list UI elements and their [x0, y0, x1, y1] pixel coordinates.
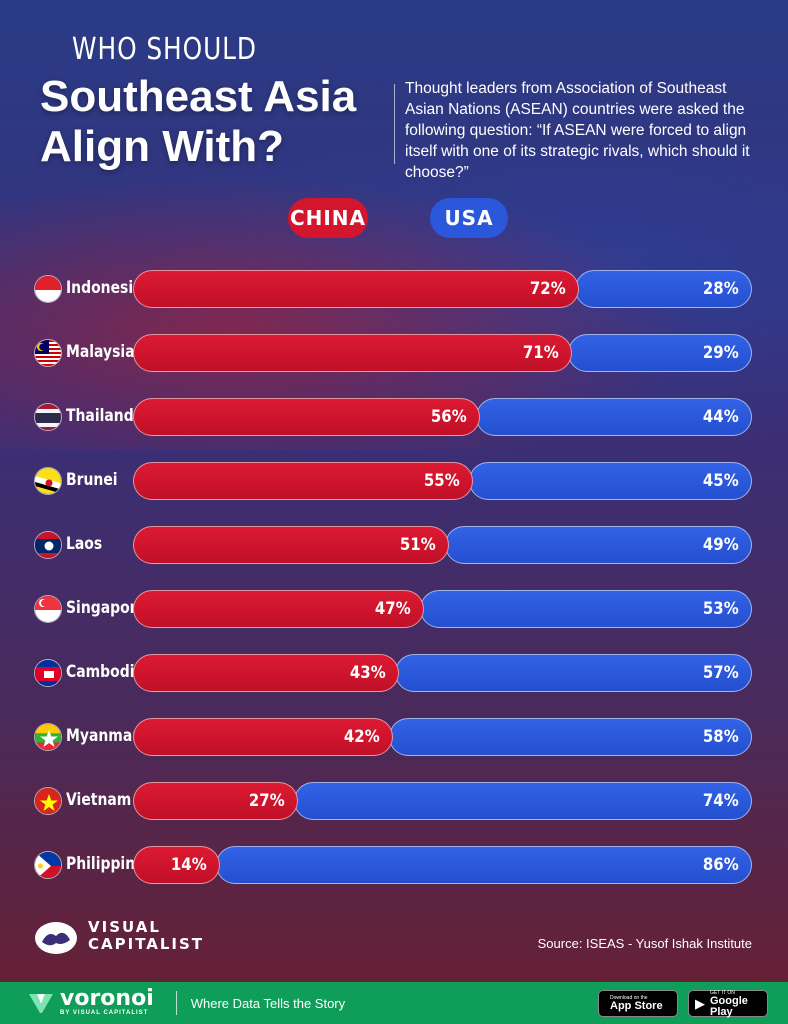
chart-row: Thailand 44% 56%: [0, 398, 788, 436]
bar-usa: 58%: [389, 718, 752, 756]
country-label: Vietnam: [66, 790, 132, 810]
google-play-small: GET IT ON: [710, 989, 735, 996]
footer-divider: [175, 991, 177, 1015]
philippines-flag-icon: [34, 851, 62, 879]
title-kicker: WHO SHOULD: [72, 32, 257, 67]
bar-usa-label: 86%: [703, 855, 739, 875]
legend-usa: USA: [430, 198, 508, 238]
bar-china: 42%: [133, 718, 393, 756]
vietnam-flag-icon: [34, 787, 62, 815]
chart-row: Indonesia 28% 72%: [0, 270, 788, 308]
vc-logo-icon: [35, 922, 77, 954]
country-label: Singapore: [66, 598, 147, 618]
bar-usa-label: 74%: [703, 791, 739, 811]
legend-china: CHINA: [288, 198, 368, 238]
bar-usa: 57%: [395, 654, 752, 692]
bar-usa-label: 49%: [703, 535, 739, 555]
voronoi-logo[interactable]: voronoi BY VISUAL CAPITALIST: [28, 988, 154, 1016]
title-line-1: Southeast Asia: [40, 72, 357, 121]
bar-usa: 29%: [568, 334, 752, 372]
google-play-button[interactable]: ▶ GET IT ON Google Play: [688, 990, 768, 1017]
chart-row: Philippines 86% 14%: [0, 846, 788, 884]
country-label: Philippines: [66, 854, 153, 874]
bar-usa: 28%: [575, 270, 752, 308]
app-store-small: Download on the: [610, 995, 648, 1001]
source-note: Source: ISEAS - Yusof Ishak Institute: [537, 936, 752, 951]
bar-china: 56%: [133, 398, 480, 436]
bar-china-label: 43%: [350, 663, 386, 683]
bar-usa: 45%: [469, 462, 752, 500]
chart-row: Malaysia 29% 71%: [0, 334, 788, 372]
bar-china: 51%: [133, 526, 449, 564]
google-play-icon: ▶: [695, 995, 705, 1011]
bar-china-label: 27%: [249, 791, 285, 811]
bar-usa: 74%: [294, 782, 752, 820]
bar-china-label: 42%: [344, 727, 380, 747]
bar-usa-label: 44%: [703, 407, 739, 427]
bar-usa: 44%: [476, 398, 752, 436]
footer-bar: voronoi BY VISUAL CAPITALIST Where Data …: [0, 982, 788, 1024]
voronoi-v-icon: [29, 994, 53, 1013]
bar-china: 14%: [133, 846, 220, 884]
chart-row: Laos 49% 51%: [0, 526, 788, 564]
bar-china-label: 55%: [424, 471, 460, 491]
bar-china-label: 47%: [375, 599, 411, 619]
bar-usa-label: 53%: [703, 599, 739, 619]
bar-china: 72%: [133, 270, 579, 308]
malaysia-flag-icon: [34, 339, 62, 367]
bar-usa-label: 45%: [703, 471, 739, 491]
header-divider: [394, 84, 395, 164]
thailand-flag-icon: [34, 403, 62, 431]
bar-china: 47%: [133, 590, 424, 628]
chart-subtitle: Thought leaders from Association of Sout…: [405, 80, 750, 181]
singapore-flag-icon: [34, 595, 62, 623]
bar-china: 43%: [133, 654, 399, 692]
country-label: Indonesia: [66, 278, 143, 298]
chart-row: Vietnam 74% 27%: [0, 782, 788, 820]
myanmar-flag-icon: [34, 723, 62, 751]
bar-usa-label: 29%: [703, 343, 739, 363]
app-store-big: App Store: [610, 1000, 663, 1012]
bar-china-label: 56%: [431, 407, 467, 427]
bar-usa: 53%: [420, 590, 752, 628]
logo-line-2: CAPITALIST: [88, 935, 205, 953]
brunei-flag-icon: [34, 467, 62, 495]
bar-usa-label: 58%: [703, 727, 739, 747]
country-label: Malaysia: [66, 342, 135, 362]
bar-china: 27%: [133, 782, 298, 820]
visual-capitalist-logo: VISUAL CAPITALIST: [32, 916, 204, 956]
indonesia-flag-icon: [34, 275, 62, 303]
bar-usa: 86%: [216, 846, 752, 884]
bar-china-label: 72%: [530, 279, 566, 299]
bar-usa: 49%: [445, 526, 752, 564]
country-label: Thailand: [66, 406, 134, 426]
chart-row: Myanmar 58% 42%: [0, 718, 788, 756]
country-label: Myanmar: [66, 726, 140, 746]
app-store-button[interactable]: Download on the App Store: [598, 990, 678, 1017]
bar-usa-label: 28%: [703, 279, 739, 299]
bar-usa-label: 57%: [703, 663, 739, 683]
bar-china-label: 71%: [523, 343, 559, 363]
title-line-2: Align With?: [40, 122, 284, 171]
country-label: Laos: [66, 534, 103, 554]
logo-line-1: VISUAL: [88, 918, 161, 936]
country-label: Brunei: [66, 470, 118, 490]
bar-china: 55%: [133, 462, 473, 500]
chart-row: Cambodia 57% 43%: [0, 654, 788, 692]
chart-title: Southeast Asia Align With?: [40, 72, 356, 172]
laos-flag-icon: [34, 531, 62, 559]
bar-china-label: 14%: [171, 855, 207, 875]
bar-china: 71%: [133, 334, 572, 372]
cambodia-flag-icon: [34, 659, 62, 687]
chart-row: Singapore 53% 47%: [0, 590, 788, 628]
bar-china-label: 51%: [400, 535, 436, 555]
google-play-big: Google Play: [710, 994, 748, 1018]
footer-tagline: Where Data Tells the Story: [190, 995, 346, 1011]
chart-row: Brunei 45% 55%: [0, 462, 788, 500]
voronoi-sub: BY VISUAL CAPITALIST: [60, 1010, 149, 1016]
voronoi-name: voronoi: [60, 986, 154, 1011]
country-label: Cambodia: [66, 662, 144, 682]
